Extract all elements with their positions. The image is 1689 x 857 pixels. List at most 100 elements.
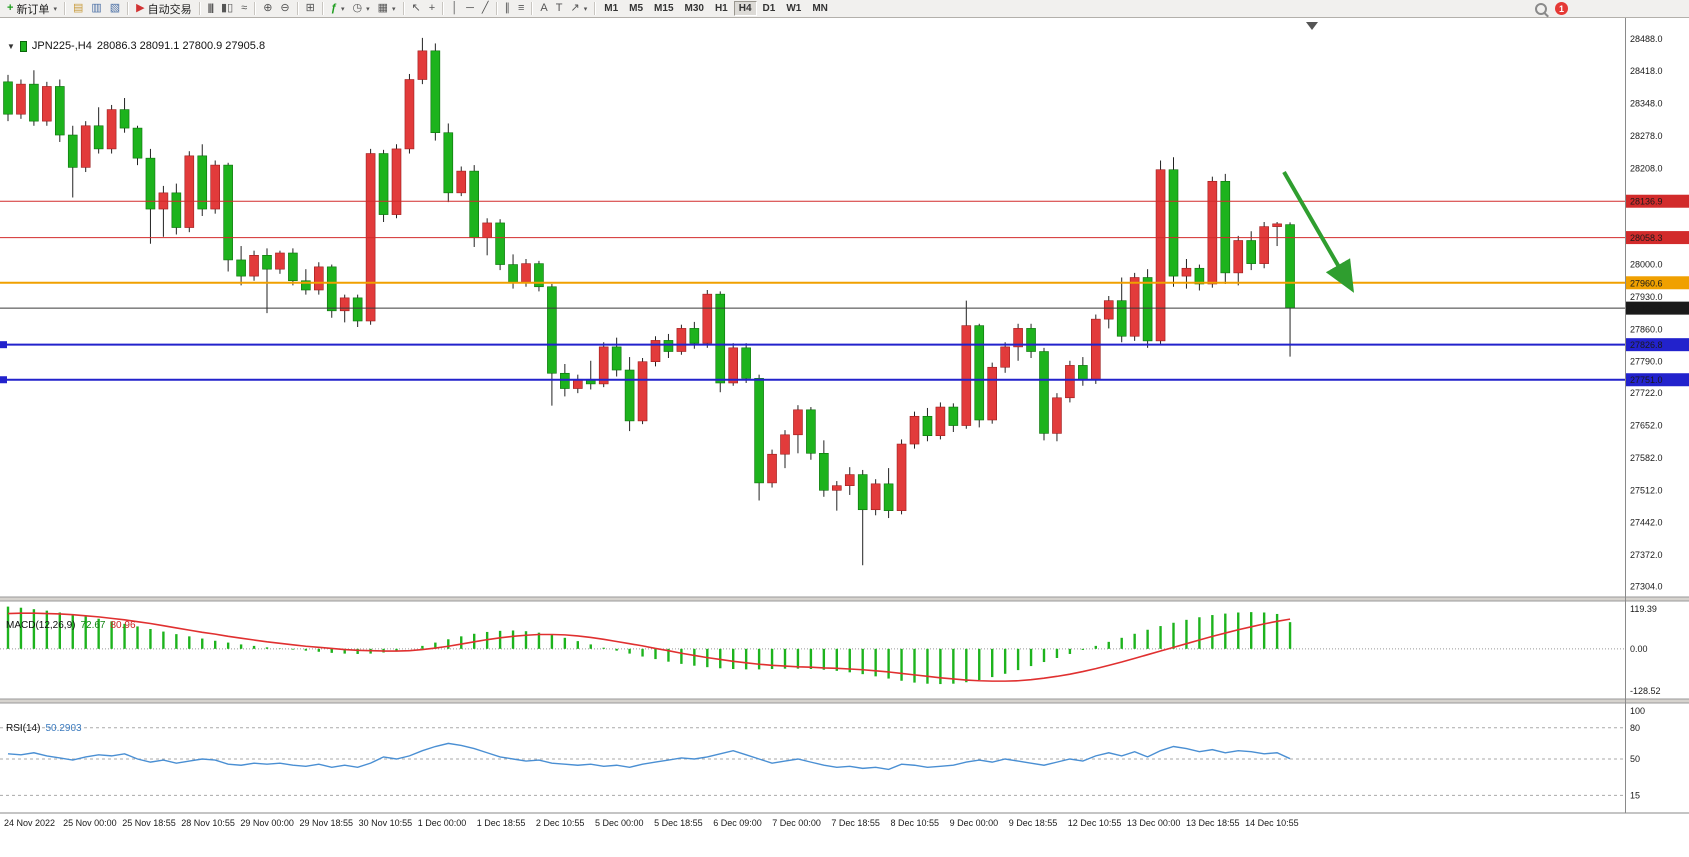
timeframe-h1-button[interactable]: H1 (710, 1, 733, 16)
periodicity-button[interactable]: ◷ ▾ (349, 1, 374, 17)
timeframe-h4-button[interactable]: H4 (733, 1, 757, 16)
candle (456, 170, 467, 194)
time-axis-label: 6 Dec 09:00 (713, 818, 762, 828)
cursor-icon: ↖ (411, 2, 421, 14)
candle (482, 222, 492, 239)
indicators-button[interactable]: ƒ ▾ (327, 1, 349, 17)
fibonacci-button[interactable]: ≡ (514, 1, 528, 17)
channel-button[interactable]: ∥ (501, 1, 515, 17)
zoom-out-button[interactable]: ⊖ (276, 1, 293, 17)
label-icon: T (555, 2, 563, 14)
market-watch-button[interactable]: ▥ (87, 1, 105, 17)
trendline-button[interactable]: ╱ (478, 1, 493, 17)
price-axis-label: 27304.0 (1630, 582, 1663, 592)
candle (974, 325, 985, 421)
time-axis-label: 13 Dec 18:55 (1186, 818, 1240, 828)
candle (223, 164, 233, 261)
timeframe-d1-button[interactable]: D1 (758, 1, 781, 16)
candle (534, 263, 544, 288)
text-button[interactable]: A (536, 1, 551, 17)
candle (663, 340, 674, 352)
label-button[interactable]: T (552, 1, 567, 17)
candle (326, 266, 337, 312)
candle (469, 170, 480, 239)
candle (262, 255, 272, 270)
candlestick-button[interactable]: ▮▯ (217, 1, 237, 17)
arrows-button[interactable]: ↗ ▾ (567, 1, 592, 17)
time-axis-label: 5 Dec 00:00 (595, 818, 644, 828)
trend-arrow-annotation[interactable] (1282, 170, 1355, 293)
candle (547, 286, 557, 374)
candle (29, 83, 39, 122)
chart-canvas[interactable]: 28488.0 28418.0 28348.0 28278.0 28208.0 28000… (0, 18, 1689, 857)
market-watch-icon: ▥ (91, 2, 102, 14)
price-badge (1626, 338, 1689, 352)
timeframe-m1-button[interactable]: M1 (599, 1, 623, 16)
time-axis-label: 14 Dec 10:55 (1245, 818, 1299, 828)
candle (197, 155, 208, 210)
candle (1000, 346, 1010, 368)
timeframe-mn-button[interactable]: MN (807, 1, 833, 16)
candle (560, 372, 570, 389)
candle (171, 192, 182, 228)
templates-button[interactable]: ▦ ▾ (374, 1, 400, 17)
price-badge-label: 27960.6 (1630, 278, 1663, 288)
timeframe-m15-button[interactable]: M15 (649, 1, 678, 16)
price-axis-label: 28488.0 (1630, 34, 1663, 44)
price-axis-label: 27722.0 (1630, 388, 1663, 398)
chart-area[interactable]: 28488.0 28418.0 28348.0 28278.0 28208.0 28000… (0, 18, 1689, 857)
toolbar-separator (254, 2, 257, 15)
price-line-anchor[interactable] (0, 341, 7, 349)
candle (624, 369, 635, 422)
charts-profiles-button[interactable]: ▤ (69, 1, 87, 17)
pane-divider[interactable] (0, 699, 1689, 703)
candle (870, 483, 881, 511)
price-axis-label: 28278.0 (1630, 131, 1663, 141)
time-axis-label: 25 Nov 18:55 (122, 818, 176, 828)
horizontal-line-button[interactable]: ─ (462, 1, 478, 17)
bar-chart-button[interactable]: ||| (204, 1, 217, 17)
timeframe-m5-button[interactable]: M5 (624, 1, 648, 16)
toolbar-separator (495, 2, 498, 15)
macd-axis-label: 0.00 (1630, 644, 1648, 654)
new-order-button[interactable]: + 新订单 ▾ (3, 1, 61, 17)
price-badge (1626, 301, 1689, 315)
candle (1259, 226, 1269, 264)
toolbar-separator (296, 2, 299, 15)
pane-divider[interactable] (0, 597, 1689, 601)
auto-trading-button[interactable]: ▶ 自动交易 (132, 1, 195, 17)
tile-windows-button[interactable]: ⊞ (302, 1, 319, 17)
navigator-button[interactable]: ▧ (106, 1, 124, 17)
cursor-button[interactable]: ↖ (408, 1, 425, 17)
candle (236, 259, 246, 277)
candle (3, 81, 13, 115)
candle (1065, 365, 1075, 399)
channel-icon: ∥ (504, 2, 511, 14)
rsi-axis-label: 80 (1630, 723, 1640, 733)
price-line-anchor[interactable] (0, 376, 7, 384)
candle (42, 86, 52, 122)
toolbar-separator (531, 2, 534, 15)
candle (637, 361, 648, 422)
candle (301, 280, 311, 291)
chart-shift-marker[interactable] (1306, 22, 1318, 30)
time-axis-label: 30 Nov 10:55 (359, 818, 413, 828)
timeframe-m30-button[interactable]: M30 (680, 1, 709, 16)
pane-chrome (0, 18, 1689, 814)
chevron-down-icon: ▾ (583, 5, 588, 13)
toolbar-separator (442, 2, 445, 15)
timeframe-w1-button[interactable]: W1 (781, 1, 806, 16)
crosshair-button[interactable]: + (425, 1, 439, 17)
toolbar-separator (594, 2, 597, 15)
candle (1142, 277, 1153, 342)
vertical-line-button[interactable]: │ (447, 1, 462, 17)
zoom-in-button[interactable]: ⊕ (259, 1, 276, 17)
candle (145, 157, 156, 210)
line-chart-button[interactable]: ≈ (237, 1, 251, 17)
notification-badge[interactable]: 1 (1555, 2, 1568, 15)
search-icon[interactable] (1535, 2, 1547, 15)
candle (1194, 267, 1205, 285)
chevron-down-icon: ▾ (366, 5, 370, 13)
macd-axis-label: -128.52 (1630, 686, 1661, 696)
